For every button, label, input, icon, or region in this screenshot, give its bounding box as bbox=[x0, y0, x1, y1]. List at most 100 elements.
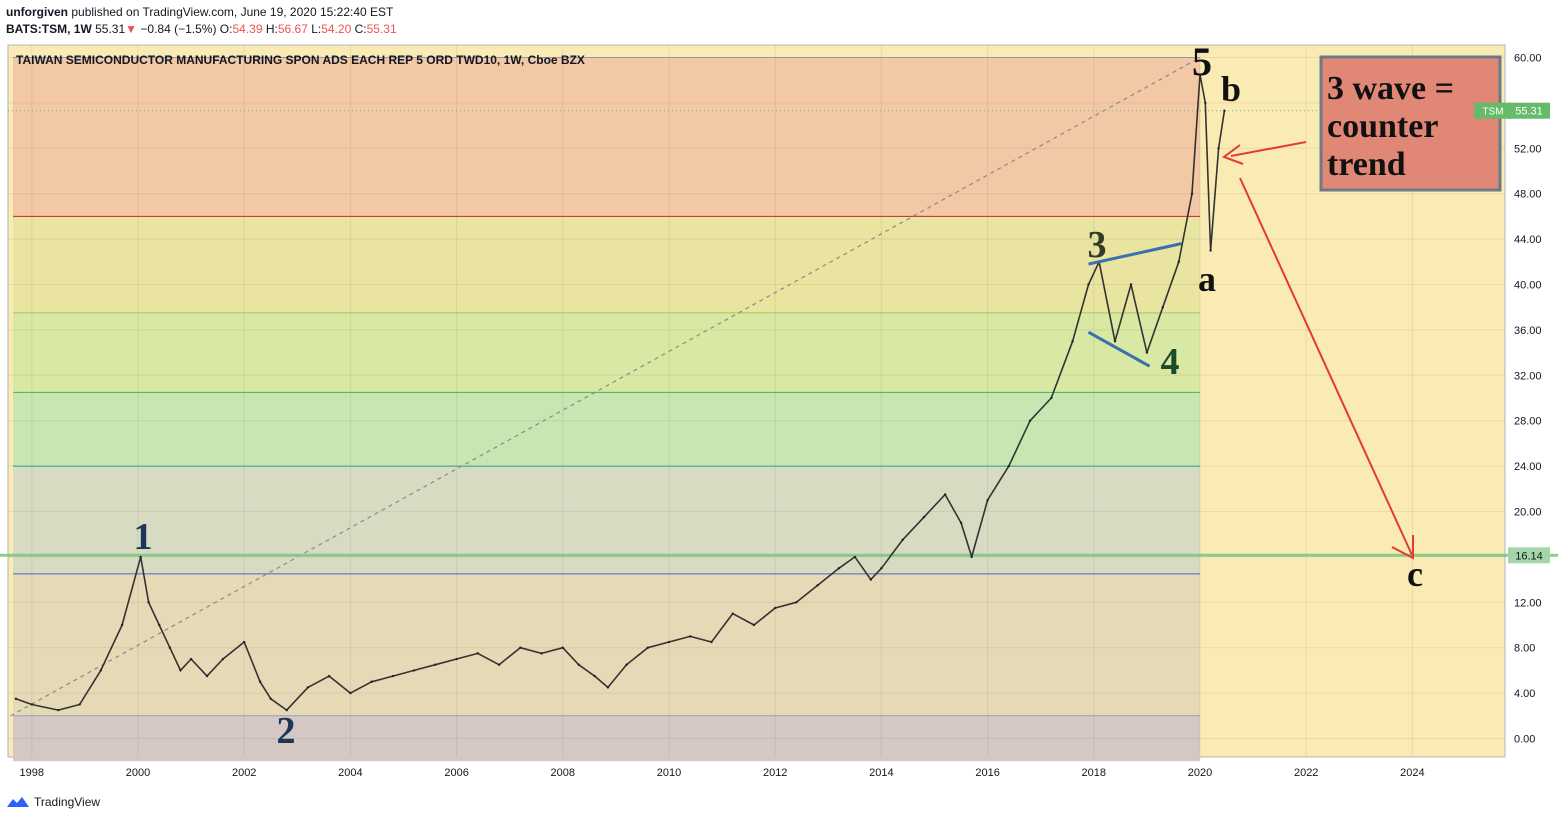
publish-text: published on TradingView.com, June 19, 2… bbox=[71, 5, 394, 19]
fib-trend-line bbox=[10, 56, 1201, 717]
price-point bbox=[158, 623, 161, 627]
price-point bbox=[139, 555, 142, 559]
y-tick-label: 40.00 bbox=[1514, 280, 1542, 292]
note-text-line: 3 wave = bbox=[1327, 70, 1454, 107]
arrow-note-head bbox=[1221, 144, 1244, 165]
price-point bbox=[606, 686, 610, 689]
note-text-line: trend bbox=[1327, 146, 1406, 183]
wave-a-label: a bbox=[1198, 259, 1216, 299]
open-label: O: bbox=[219, 22, 233, 36]
x-tick-label: 2006 bbox=[444, 767, 468, 779]
fib-zone bbox=[13, 57, 1200, 217]
tradingview-logo-icon bbox=[7, 797, 29, 807]
price-point bbox=[986, 498, 989, 502]
ticker-badge bbox=[1474, 102, 1512, 119]
target-price-label: 16.14 bbox=[1515, 550, 1543, 562]
x-tick-label: 2018 bbox=[1082, 767, 1106, 779]
price-point bbox=[243, 640, 246, 644]
y-tick-label: 24.00 bbox=[1514, 461, 1542, 473]
price-point bbox=[1007, 464, 1011, 468]
last-price: 55.31 bbox=[95, 22, 126, 36]
y-tick-label: 12.00 bbox=[1514, 597, 1542, 609]
price-point bbox=[561, 646, 564, 649]
author-name[interactable]: unforgiven bbox=[6, 5, 68, 19]
high-value: 56.67 bbox=[277, 22, 308, 36]
price-point bbox=[1071, 340, 1074, 343]
ohlc-line: BATS:TSM, 1W 55.31▼ −0.84 (−1.5%) O:54.3… bbox=[6, 21, 397, 37]
price-point bbox=[1129, 283, 1133, 286]
price-point bbox=[1198, 73, 1202, 76]
note-box bbox=[1319, 55, 1502, 192]
price-point bbox=[412, 669, 416, 672]
price-point bbox=[752, 623, 756, 627]
last-price-label: 55.31 bbox=[1515, 106, 1543, 118]
y-tick-label: 60.00 bbox=[1514, 53, 1542, 65]
price-point bbox=[1087, 283, 1090, 286]
price-point bbox=[519, 646, 522, 649]
price-point bbox=[349, 691, 352, 695]
y-tick-label: 36.00 bbox=[1514, 325, 1542, 337]
x-tick-label: 2008 bbox=[551, 767, 575, 779]
price-point bbox=[880, 567, 883, 570]
target-price-badge bbox=[1508, 547, 1550, 564]
price-point bbox=[476, 652, 480, 655]
wave-3-label: 3 bbox=[1088, 224, 1107, 266]
fib-zone bbox=[13, 573, 1200, 716]
x-tick-label: 2016 bbox=[975, 767, 999, 779]
price-point bbox=[258, 680, 262, 683]
price-point bbox=[1161, 306, 1165, 309]
triangle-upper-line bbox=[1088, 242, 1182, 266]
price-point bbox=[959, 521, 963, 525]
price-point bbox=[221, 657, 225, 661]
price-point bbox=[285, 708, 288, 712]
price-point bbox=[1113, 340, 1117, 343]
price-point bbox=[30, 703, 33, 706]
fib-zone bbox=[13, 312, 1200, 393]
fib-zone bbox=[13, 216, 1200, 313]
price-point bbox=[1177, 260, 1180, 263]
close-label: C: bbox=[354, 22, 367, 36]
x-tick-label: 2010 bbox=[657, 767, 681, 779]
high-label: H: bbox=[265, 22, 278, 36]
fib-zone bbox=[13, 466, 1200, 574]
y-tick-label: 52.00 bbox=[1514, 143, 1542, 155]
tradingview-brand: TradingView bbox=[34, 795, 101, 809]
low-value: 54.20 bbox=[321, 22, 352, 36]
price-point bbox=[1223, 109, 1226, 112]
price-point bbox=[269, 697, 272, 700]
arrow-target-head bbox=[1391, 535, 1414, 560]
price-point bbox=[795, 601, 798, 604]
tradingview-footer[interactable]: TradingView bbox=[6, 793, 100, 811]
y-tick-label: 28.00 bbox=[1514, 416, 1542, 428]
price-point bbox=[57, 708, 60, 712]
price-point bbox=[168, 646, 172, 649]
x-tick-label: 2000 bbox=[126, 767, 150, 779]
price-point bbox=[327, 674, 331, 678]
x-tick-label: 2020 bbox=[1188, 767, 1212, 779]
note-text-line: counter bbox=[1327, 108, 1438, 145]
price-point bbox=[1028, 419, 1032, 422]
x-tick-label: 2022 bbox=[1294, 767, 1318, 779]
x-tick-label: 2002 bbox=[232, 767, 256, 779]
y-tick-label: 48.00 bbox=[1514, 189, 1542, 201]
wave-2-label: 2 bbox=[277, 710, 296, 752]
price-point bbox=[1050, 396, 1053, 400]
price-point bbox=[646, 646, 649, 649]
down-arrow-icon: ▼ bbox=[125, 22, 138, 36]
price-point bbox=[99, 669, 103, 672]
chart-title: TAIWAN SEMICONDUCTOR MANUFACTURING SPON … bbox=[16, 53, 585, 67]
y-tick-label: 44.00 bbox=[1514, 234, 1542, 246]
y-tick-label: 4.00 bbox=[1514, 688, 1535, 700]
low-label: L: bbox=[311, 22, 322, 36]
price-point bbox=[1190, 192, 1194, 195]
arrow-note-line bbox=[1230, 141, 1307, 157]
price-point bbox=[689, 635, 692, 638]
price-point bbox=[625, 663, 628, 666]
price-point bbox=[120, 623, 124, 627]
price-point bbox=[78, 703, 81, 706]
close-value: 55.31 bbox=[366, 22, 397, 36]
open-value: 54.39 bbox=[232, 22, 263, 36]
price-point bbox=[593, 674, 596, 678]
price-point bbox=[1145, 351, 1149, 354]
